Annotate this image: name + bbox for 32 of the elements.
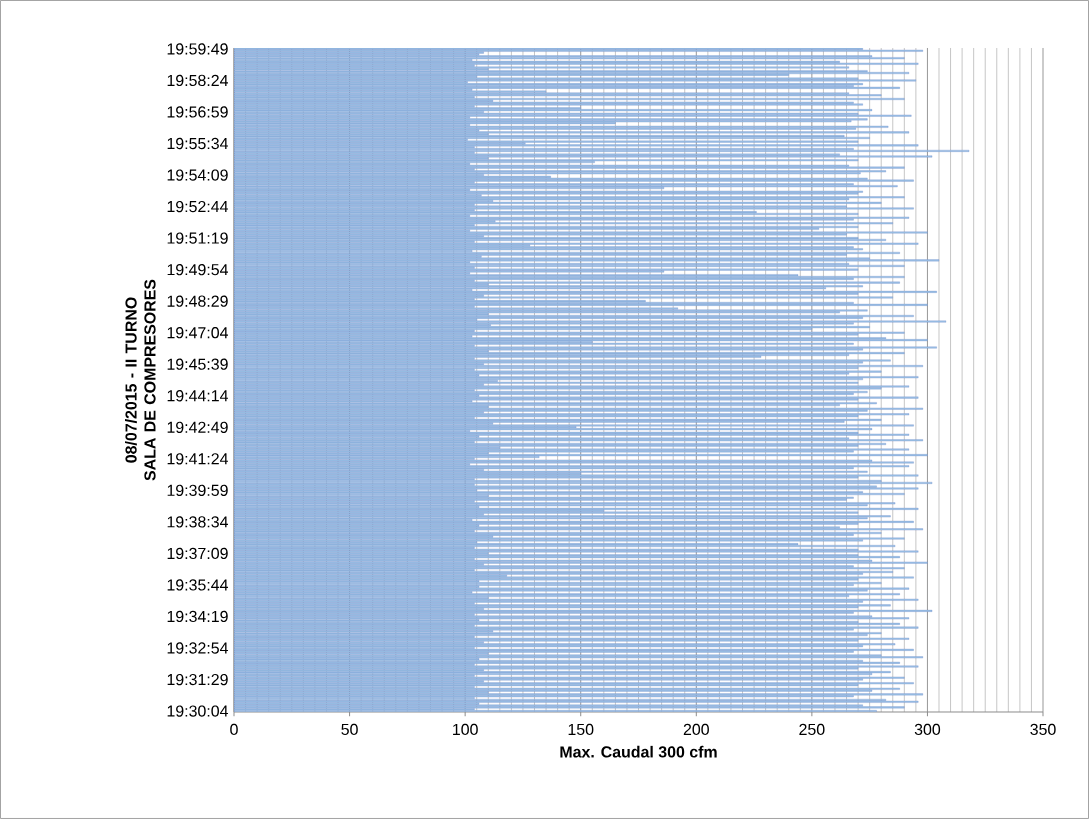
- y-axis-title: 08/07/2015 - II TURNO SALA DE COMPRESORES: [124, 279, 156, 481]
- x-axis-title: Max. Caudal 300 cfm: [560, 745, 717, 758]
- y-tick-label: 19:48:29: [167, 295, 228, 307]
- y-tick-label: 19:56:59: [167, 106, 228, 118]
- y-tick-label: 19:55:34: [167, 137, 229, 150]
- y-tick-label: 19:30:04: [167, 705, 229, 717]
- y-tick-label: 19:47:04: [167, 327, 229, 339]
- y-tick-label: 19:51:19: [167, 232, 228, 244]
- y-tick-label: 19:44:14: [167, 390, 229, 402]
- y-tick-label: 19:59:49: [167, 43, 228, 55]
- y-tick-label: 19:39:59: [167, 484, 228, 496]
- y-tick-label: 19:41:24: [167, 453, 229, 465]
- x-tick-label: 300: [914, 723, 941, 736]
- x-tick-label: 100: [453, 723, 478, 736]
- y-tick-label: 19:49:54: [167, 263, 229, 276]
- y-tick-label: 19:38:34: [167, 516, 229, 528]
- y-tick-label: 19:58:24: [167, 74, 229, 87]
- y-tick-label: 19:42:49: [167, 421, 228, 433]
- y-tick-label: 19:31:29: [167, 673, 228, 686]
- x-tick-label: 0: [230, 723, 238, 736]
- x-tick-label: 50: [341, 723, 358, 736]
- y-tick-label: 19:52:44: [167, 200, 229, 213]
- y-tick-label: 19:32:54: [167, 642, 229, 654]
- x-tick-label: 150: [568, 723, 594, 736]
- y-tick-label: 19:45:39: [167, 358, 228, 370]
- y-tick-label: 19:37:09: [167, 547, 228, 560]
- x-tick-label: 200: [683, 723, 709, 736]
- y-tick-label: 19:54:09: [167, 169, 228, 181]
- x-tick-label: 350: [1030, 723, 1056, 736]
- y-tick-label: 19:35:44: [167, 579, 229, 591]
- x-tick-label: 250: [799, 723, 825, 736]
- y-tick-label: 19:34:19: [167, 610, 228, 623]
